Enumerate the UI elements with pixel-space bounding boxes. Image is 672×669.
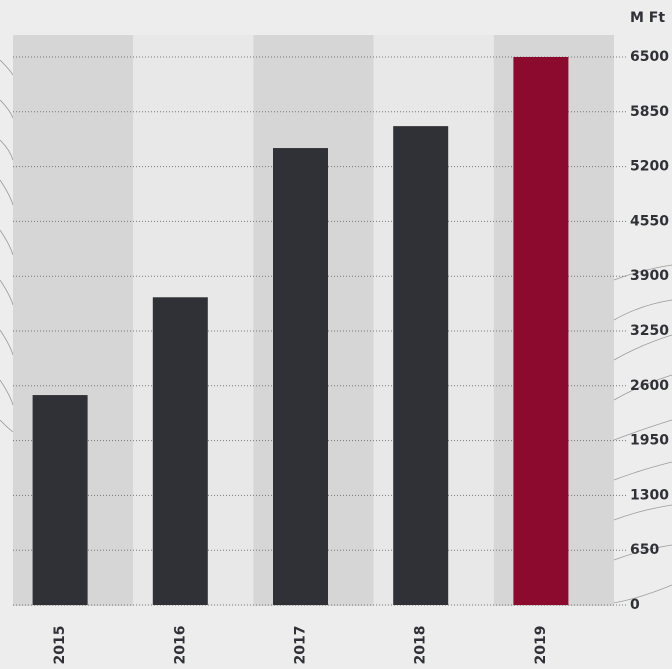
y-tick-label: 1300 (630, 487, 669, 503)
x-tick-label: 2017 (293, 626, 309, 665)
y-tick-label: 0 (630, 597, 640, 613)
y-tick-label: 4550 (630, 213, 669, 229)
x-tick-label: 2016 (172, 626, 188, 665)
bar (273, 148, 328, 605)
y-tick-label: 650 (630, 542, 659, 558)
bar (32, 395, 88, 605)
y-tick-label: 2600 (630, 378, 669, 394)
y-tick-label: 3250 (630, 323, 669, 339)
x-tick-label: 2018 (413, 626, 429, 665)
y-axis-label: M Ft (630, 10, 665, 26)
y-tick-label: 1950 (630, 433, 669, 449)
x-tick-label: 2015 (52, 626, 68, 665)
x-tick-label: 2019 (533, 626, 549, 665)
bar (393, 126, 449, 605)
y-tick-label: 5850 (630, 104, 669, 120)
bar (513, 57, 569, 605)
y-tick-label: 5200 (630, 159, 669, 175)
bar (152, 297, 208, 605)
y-tick-label: 3900 (630, 268, 669, 284)
y-tick-label: 6500 (630, 49, 669, 65)
